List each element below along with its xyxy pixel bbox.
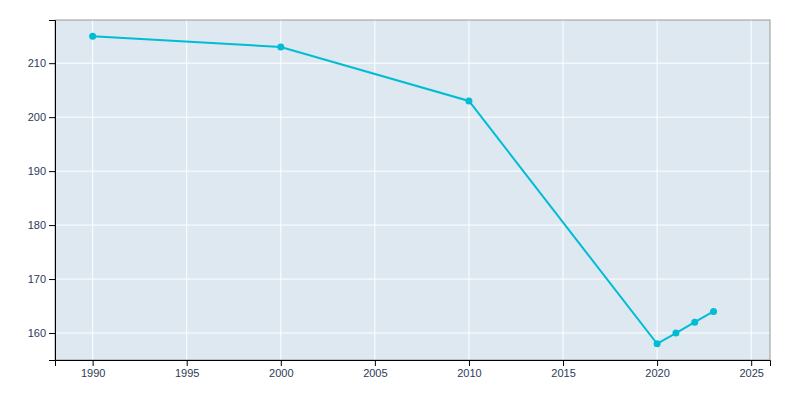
x-tick: 2005 (363, 360, 387, 379)
plot: 1990 1995 2000 2005 2010 2015 2020 2025 160 170 18… (28, 20, 771, 379)
grid-line-y (55, 225, 770, 226)
point (277, 43, 284, 50)
x-tick-mark (281, 360, 282, 366)
y-tick-label: 170 (28, 273, 46, 285)
x-tick-mark (469, 360, 470, 366)
x-tick-label: 1995 (175, 367, 199, 379)
grid-line-y (55, 117, 770, 118)
y-tick-mark (49, 171, 55, 172)
chart: 1990 1995 2000 2005 2010 2015 2020 2025 160 170 18… (0, 0, 800, 400)
grid-line-x (563, 20, 564, 360)
y-tick: 170 (28, 273, 55, 285)
point (654, 340, 661, 347)
y-tick-label: 200 (28, 111, 46, 123)
x-tick-mark (187, 360, 188, 366)
y-tick-mark (49, 279, 55, 280)
x-tick: 1995 (175, 360, 199, 379)
point (672, 330, 679, 337)
x-tick-label: 2000 (269, 367, 293, 379)
x-tick-mark (563, 360, 564, 366)
plot-background (55, 20, 770, 360)
x-tick-label: 2005 (363, 367, 387, 379)
y-tick-mark (49, 225, 55, 226)
x-tick-label: 2015 (551, 367, 575, 379)
y-tick-label: 160 (28, 327, 46, 339)
x-tick-mark (93, 360, 94, 366)
grid-line-x (186, 20, 187, 360)
point (710, 308, 717, 315)
x-tick-mark (375, 360, 376, 366)
y-tick: 190 (28, 165, 55, 177)
grid-line-y (55, 171, 770, 172)
x-tick: 2000 (269, 360, 293, 379)
x-tick: 1990 (81, 360, 105, 379)
y-tick: 210 (28, 57, 55, 69)
x-tick-label: 2020 (645, 367, 669, 379)
x-tick-label: 2010 (457, 367, 481, 379)
grid-line-x (92, 20, 93, 360)
marks (89, 33, 717, 348)
x-axis: 1990 1995 2000 2005 2010 2015 2020 2025 (56, 360, 771, 379)
y-axis-line (49, 21, 56, 361)
grid-line-x (751, 20, 752, 360)
line (93, 36, 714, 344)
plot-frame (55, 20, 770, 360)
grid-line-x (280, 20, 281, 360)
x-tick-label: 1990 (81, 367, 105, 379)
point (89, 33, 96, 40)
y-tick: 180 (28, 219, 55, 231)
y-tick-label: 210 (28, 57, 46, 69)
x-tick-label: 2025 (739, 367, 763, 379)
x-tick: 2015 (551, 360, 575, 379)
y-tick-label: 180 (28, 219, 46, 231)
y-tick: 200 (28, 111, 55, 123)
grid-line-y (55, 279, 770, 280)
x-axis-line (56, 361, 771, 367)
y-tick-mark (49, 117, 55, 118)
point (465, 97, 472, 104)
x-tick: 2010 (457, 360, 481, 379)
grid-line-x (468, 20, 469, 360)
x-tick-mark (751, 360, 752, 366)
y-tick-label: 190 (28, 165, 46, 177)
point (691, 319, 698, 326)
y-tick-mark (49, 333, 55, 334)
grid-line-y (55, 63, 770, 64)
x-tick: 2020 (645, 360, 669, 379)
grid-line-y (55, 333, 770, 334)
grid-line-x (657, 20, 658, 360)
y-tick: 160 (28, 327, 55, 339)
y-axis: 160 170 180 190 200 210 (28, 21, 56, 361)
x-tick: 2025 (739, 360, 763, 379)
y-tick-mark (49, 63, 55, 64)
x-tick-mark (657, 360, 658, 366)
grid-line-x (374, 20, 375, 360)
grid (55, 20, 770, 360)
